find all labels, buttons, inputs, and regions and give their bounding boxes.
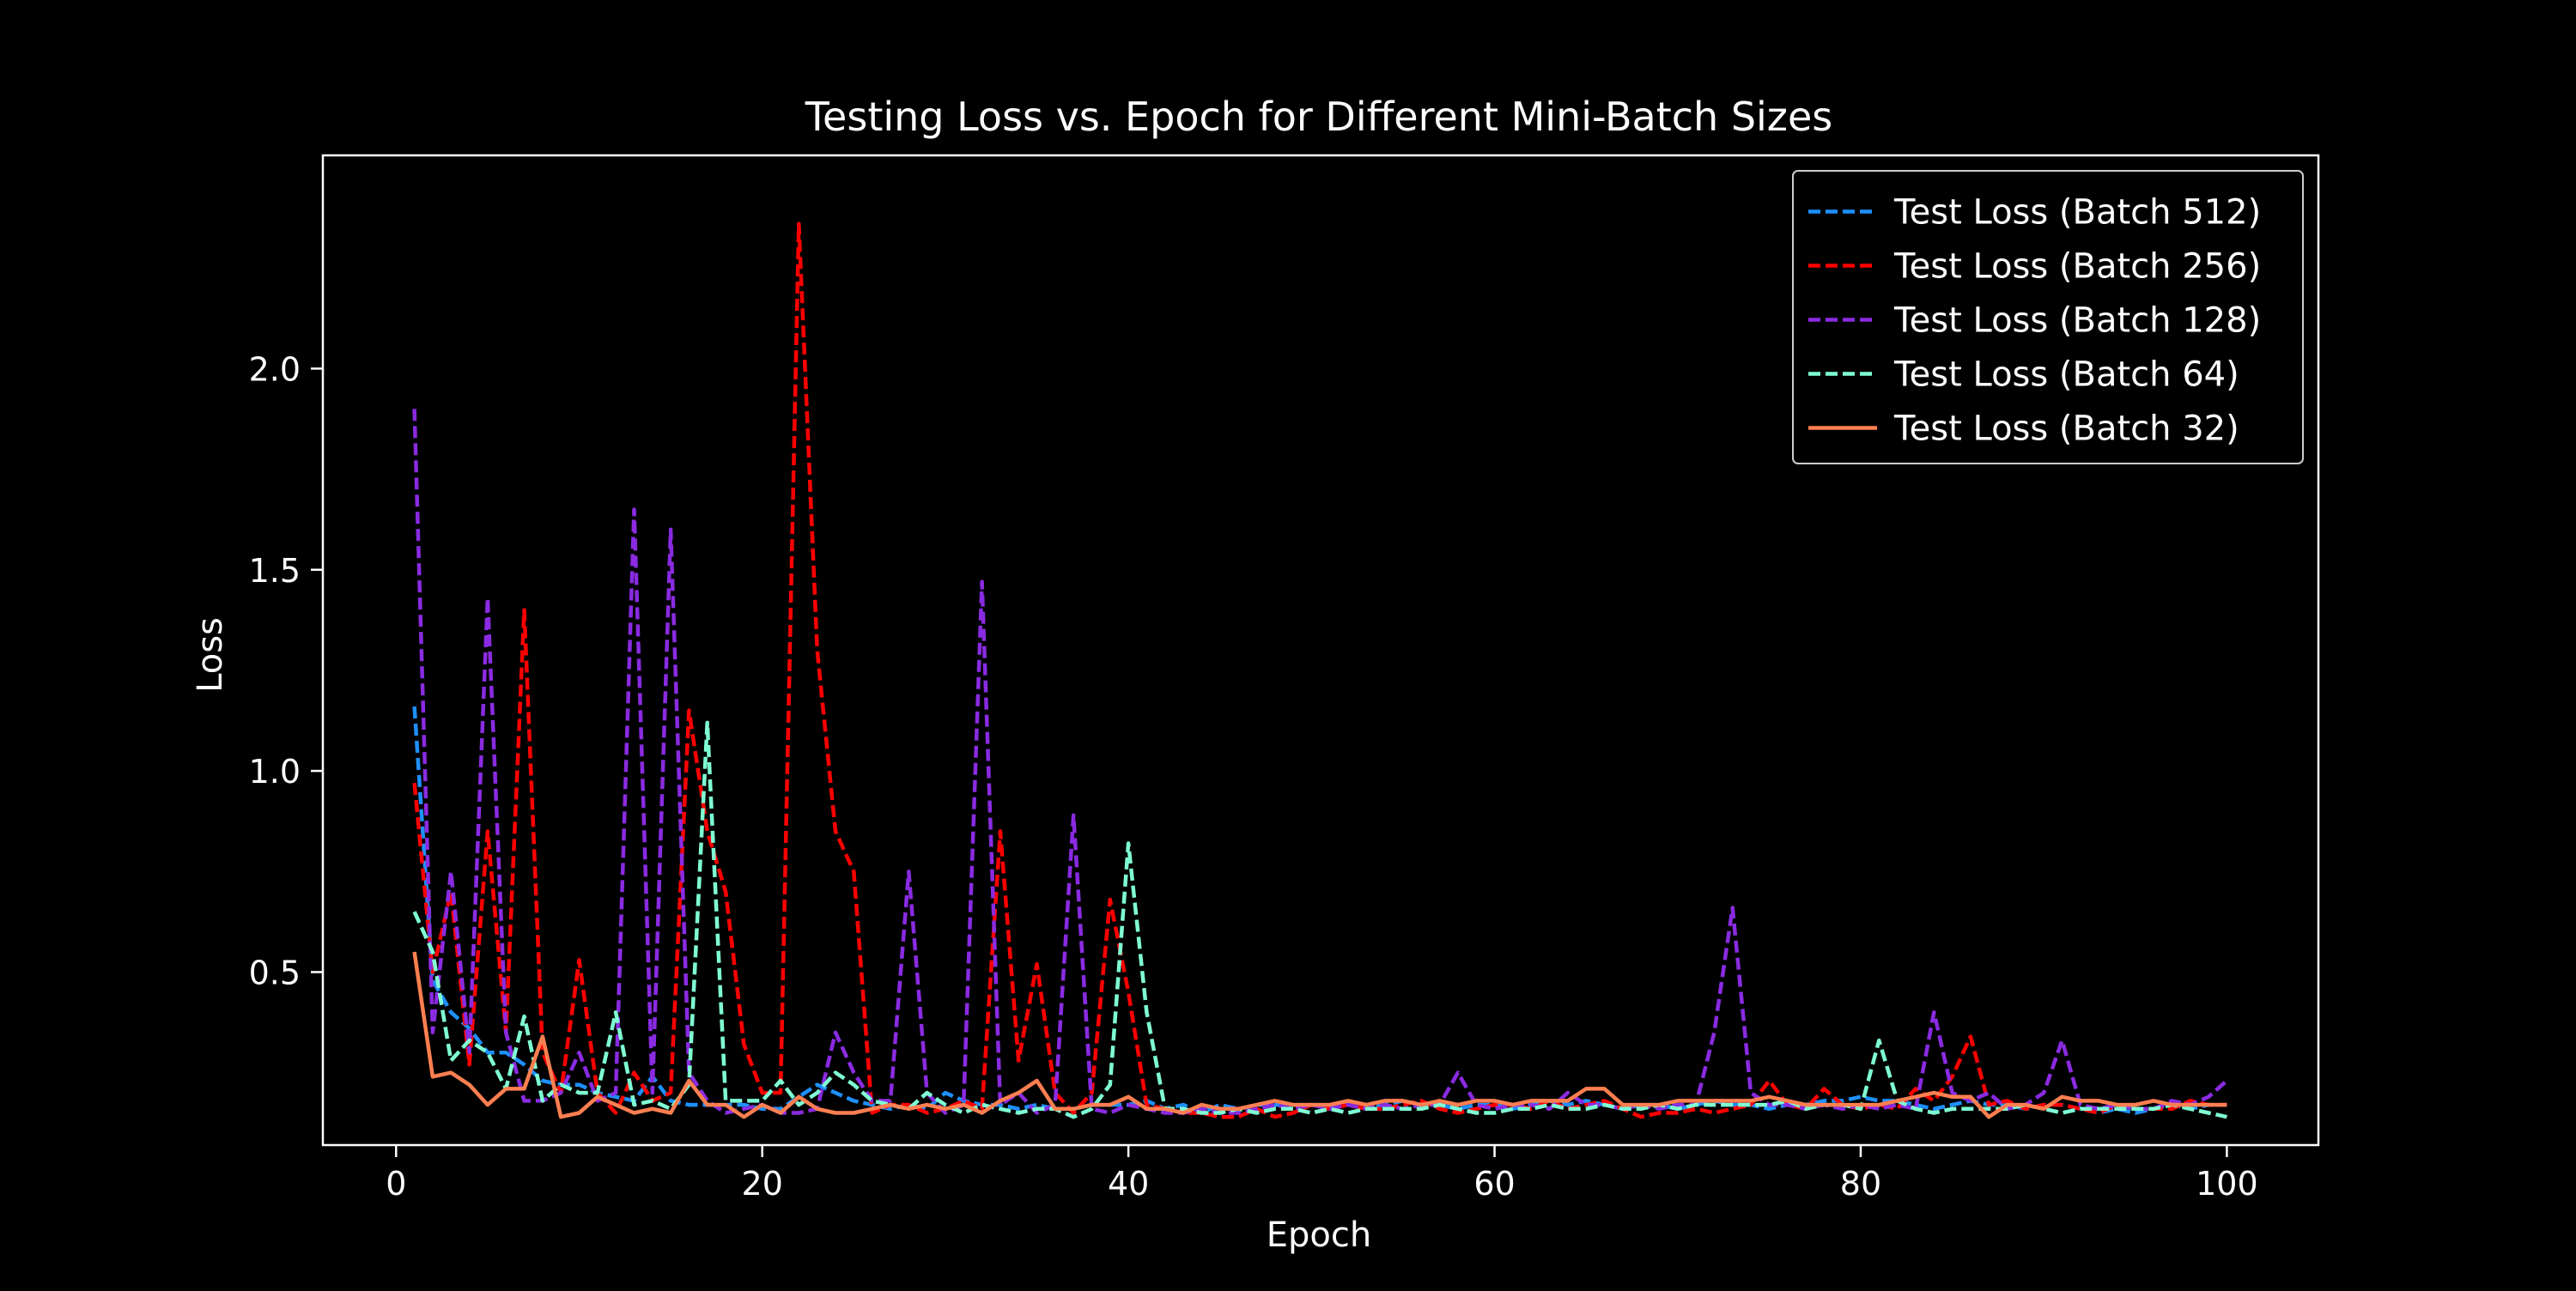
x-tick-label: 60 bbox=[1473, 1165, 1515, 1203]
x-tick-label: 40 bbox=[1108, 1165, 1149, 1203]
series-line-3 bbox=[412, 409, 2228, 1115]
y-tick-label: 0.5 bbox=[249, 954, 301, 991]
x-tick-label: 0 bbox=[386, 1165, 406, 1203]
plot-frame bbox=[321, 154, 2320, 1147]
y-tick-label: 1.0 bbox=[249, 753, 301, 791]
legend-label: Test Loss (Batch 256) bbox=[1893, 247, 2261, 287]
series-line-4 bbox=[412, 720, 2227, 1119]
plot-lines bbox=[412, 221, 2228, 1119]
x-tick-label: 20 bbox=[742, 1165, 783, 1203]
x-tick-label: 100 bbox=[2196, 1165, 2258, 1203]
x-axis-label: Epoch bbox=[1267, 1215, 1371, 1255]
legend-label: Test Loss (Batch 128) bbox=[1893, 301, 2261, 341]
axis-ticks: 0 20 40 60 80 100 0.5 1.0 1.5 2.0 bbox=[249, 350, 2258, 1203]
legend: Test Loss (Batch 512) Test Loss (Batch 25… bbox=[1792, 170, 2304, 464]
y-axis-label: Loss bbox=[191, 617, 230, 693]
y-tick-label: 2.0 bbox=[249, 350, 301, 388]
x-tick-label: 80 bbox=[1840, 1165, 1881, 1203]
legend-label: Test Loss (Batch 512) bbox=[1893, 193, 2261, 233]
legend-box bbox=[1792, 170, 2304, 464]
series-line-1 bbox=[412, 706, 2227, 1115]
legend-label: Test Loss (Batch 32) bbox=[1893, 409, 2239, 449]
legend-label: Test Loss (Batch 64) bbox=[1893, 355, 2239, 395]
series-line-5 bbox=[412, 951, 2227, 1119]
chart-title: Testing Loss vs. Epoch for Different Min… bbox=[805, 94, 1832, 140]
y-tick-label: 1.5 bbox=[249, 552, 301, 590]
